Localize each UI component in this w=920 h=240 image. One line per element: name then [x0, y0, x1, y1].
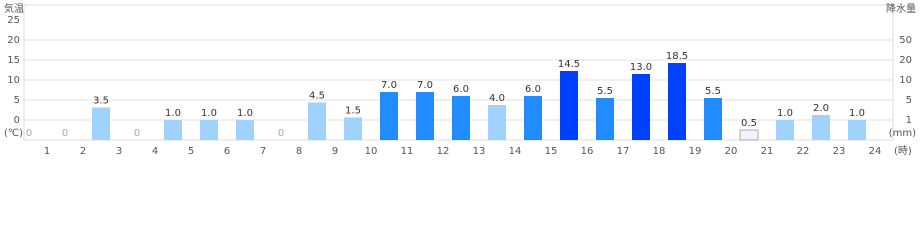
y2-unit: (mm) [889, 128, 916, 139]
y2-tick-label: 10 [899, 75, 912, 86]
bar [560, 71, 578, 140]
y-axis-title: 気温 [4, 2, 24, 15]
value-label: 0.5 [741, 118, 757, 129]
y-tick-label: 10 [7, 75, 20, 86]
x-tick-label: 18 [653, 146, 666, 157]
value-label: 2.0 [813, 103, 829, 114]
x-tick-label: 8 [296, 146, 302, 157]
bar [632, 74, 650, 140]
value-label: 5.5 [597, 86, 613, 97]
bar [776, 120, 794, 140]
bar [308, 102, 326, 140]
y-tick-label: 15 [7, 55, 20, 66]
bar [380, 92, 398, 140]
value-label: 0 [134, 128, 140, 139]
y-tick-label: 20 [7, 35, 20, 46]
y2-tick-label: 5 [906, 95, 912, 106]
value-label: 0 [278, 128, 284, 139]
bar [92, 107, 110, 140]
value-label: 7.0 [381, 80, 397, 91]
bar [739, 129, 759, 141]
value-label: 1.5 [345, 106, 361, 117]
bar [596, 98, 614, 140]
x-tick-label: 19 [689, 146, 702, 157]
value-label: 1.0 [777, 108, 793, 119]
x-tick-label: 2 [80, 146, 86, 157]
bar [344, 117, 362, 140]
value-label: 0 [62, 128, 68, 139]
y-tick-label: 0 [14, 115, 20, 126]
bar [164, 120, 182, 140]
x-tick-label: 22 [797, 146, 810, 157]
value-label: 7.0 [417, 80, 433, 91]
value-label: 5.5 [705, 86, 721, 97]
y2-tick-label: 1 [906, 115, 912, 126]
value-label: 6.0 [453, 84, 469, 95]
chart: 気温 (℃) 降水量 (mm) (時) 05101520251510205010… [4, 2, 916, 157]
x-tick-label: 16 [581, 146, 594, 157]
bar [416, 92, 434, 140]
x-tick-label: 11 [401, 146, 414, 157]
bar [236, 120, 254, 140]
value-label: 0 [26, 128, 32, 139]
x-tick-label: 5 [188, 146, 194, 157]
x-tick-label: 23 [833, 146, 846, 157]
x-tick-label: 4 [152, 146, 158, 157]
value-label: 1.0 [201, 108, 217, 119]
value-label: 3.5 [93, 96, 109, 107]
y2-axis-title: 降水量 [886, 2, 916, 15]
x-tick-label: 17 [617, 146, 630, 157]
value-label: 18.5 [666, 51, 688, 62]
x-tick-label: 3 [116, 146, 122, 157]
value-label: 1.0 [237, 108, 253, 119]
bar [704, 98, 722, 140]
value-label: 6.0 [525, 84, 541, 95]
x-tick-label: 10 [365, 146, 378, 157]
x-tick-label: 9 [332, 146, 338, 157]
bar [524, 96, 542, 140]
value-label: 4.0 [489, 93, 505, 104]
x-tick-label: 21 [761, 146, 774, 157]
y-tick-label: 25 [7, 15, 20, 26]
y2-tick-label: 50 [899, 35, 912, 46]
value-label: 14.5 [558, 59, 580, 70]
x-tick-label: 24 [869, 146, 882, 157]
x-tick-label: 14 [509, 146, 522, 157]
x-tick-label: 1 [44, 146, 50, 157]
bar [812, 115, 830, 140]
bar [488, 105, 506, 140]
y-unit: (℃) [4, 128, 23, 139]
bar [452, 96, 470, 140]
bar [848, 120, 866, 140]
x-tick-label: 12 [437, 146, 450, 157]
x-tick-label: 20 [725, 146, 738, 157]
bar [200, 120, 218, 140]
value-label: 1.0 [165, 108, 181, 119]
x-tick-label: 6 [224, 146, 230, 157]
y2-tick-label: 20 [899, 55, 912, 66]
x-tick-label: 7 [260, 146, 266, 157]
x-unit: (時) [894, 145, 912, 157]
value-label: 13.0 [630, 62, 652, 73]
x-tick-label: 15 [545, 146, 558, 157]
value-label: 1.0 [849, 108, 865, 119]
x-tick-label: 13 [473, 146, 486, 157]
value-label: 4.5 [309, 91, 325, 102]
y-tick-label: 5 [14, 95, 20, 106]
bar [668, 63, 686, 140]
